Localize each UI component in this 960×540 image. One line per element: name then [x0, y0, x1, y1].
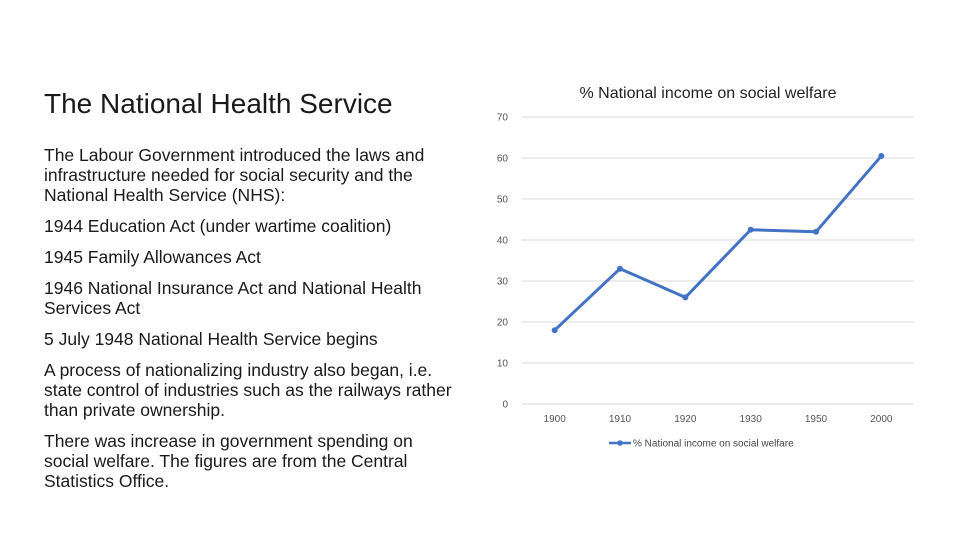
data-point	[747, 226, 754, 233]
data-point	[682, 294, 689, 301]
national-insurance-item: 1946 National Insurance Act and National…	[44, 278, 422, 318]
spending-paragraph: There was increase in government spendin…	[44, 431, 413, 491]
family-allowances-item: 1945 Family Allowances Act	[44, 247, 261, 267]
x-tick-label: 1910	[609, 414, 632, 425]
series-line	[553, 154, 883, 332]
chart-title: % National income on social welfare	[579, 85, 836, 102]
data-point	[551, 327, 558, 334]
y-tick-label: 30	[497, 277, 509, 288]
data-point	[813, 228, 819, 235]
intro-paragraph: The Labour Government introduced the law…	[44, 145, 425, 205]
x-tick-label: 1930	[740, 414, 763, 425]
y-tick-label: 50	[497, 195, 509, 206]
y-tick-label: 0	[502, 400, 508, 411]
x-tick-label: 1920	[674, 414, 697, 425]
data-point	[617, 265, 623, 272]
x-tick-label: 2000	[870, 414, 893, 425]
y-tick-label: 60	[497, 154, 509, 165]
y-tick-label: 20	[497, 318, 509, 329]
y-tick-label: 70	[497, 113, 509, 124]
nationalization-paragraph: A process of nationalizing industry also…	[44, 360, 452, 420]
legend-marker-point	[617, 440, 623, 446]
education-act-item: 1944 Education Act (under wartime coalit…	[44, 216, 392, 236]
x-tick-label: 1900	[544, 414, 567, 425]
slide-body: The Labour Government introduced the law…	[44, 145, 454, 502]
nhs-begins-item: 5 July 1948 National Health Service begi…	[44, 329, 378, 349]
y-tick-label: 10	[497, 359, 509, 370]
x-tick-label: 1950	[805, 414, 828, 425]
legend-label: % National income on social welfare	[633, 439, 794, 450]
y-tick-label: 40	[497, 236, 509, 247]
data-point	[878, 152, 885, 159]
slide-title: The National Health Service	[44, 88, 393, 119]
